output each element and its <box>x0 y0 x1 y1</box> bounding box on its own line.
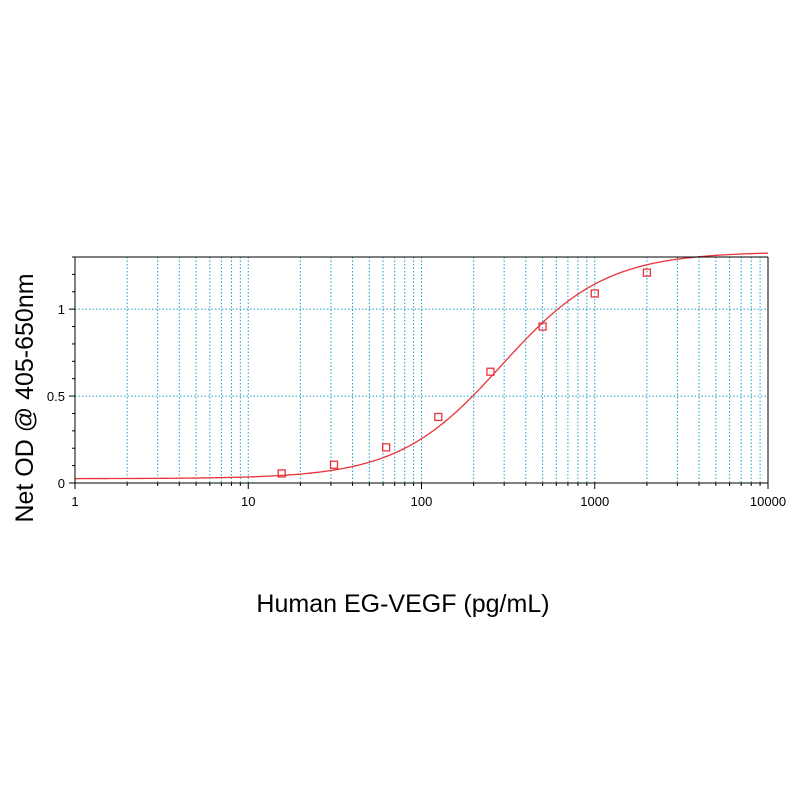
data-point-marker <box>434 412 443 422</box>
grid <box>75 257 768 483</box>
data-point-marker <box>590 289 599 298</box>
x-tick-label: 100 <box>411 494 433 509</box>
y-tick-label: 0.5 <box>47 389 65 404</box>
data-point-marker <box>486 367 495 376</box>
data-point-marker <box>277 469 286 478</box>
x-tick-label: 10000 <box>750 494 786 509</box>
data-points <box>277 268 652 478</box>
x-axis-title: Human EG-VEGF (pg/mL) <box>256 590 549 618</box>
axes <box>69 256 769 489</box>
y-axis-title: Net OD @ 405-650nm <box>11 273 39 522</box>
data-point-marker <box>538 322 547 331</box>
y-tick-label: 0 <box>58 476 65 491</box>
data-point-marker <box>381 443 391 452</box>
tick-labels: 1 10 100 1000 10000 0 0.5 1 <box>47 302 786 509</box>
fit-curve <box>75 252 769 480</box>
data-point-marker <box>329 460 339 469</box>
fit-curve-layer <box>75 252 769 480</box>
x-tick-label: 1000 <box>580 494 609 509</box>
x-tick-label: 1 <box>71 494 78 509</box>
data-point-marker <box>642 268 652 277</box>
x-tick-label: 10 <box>241 494 255 509</box>
y-tick-label: 1 <box>58 302 65 317</box>
